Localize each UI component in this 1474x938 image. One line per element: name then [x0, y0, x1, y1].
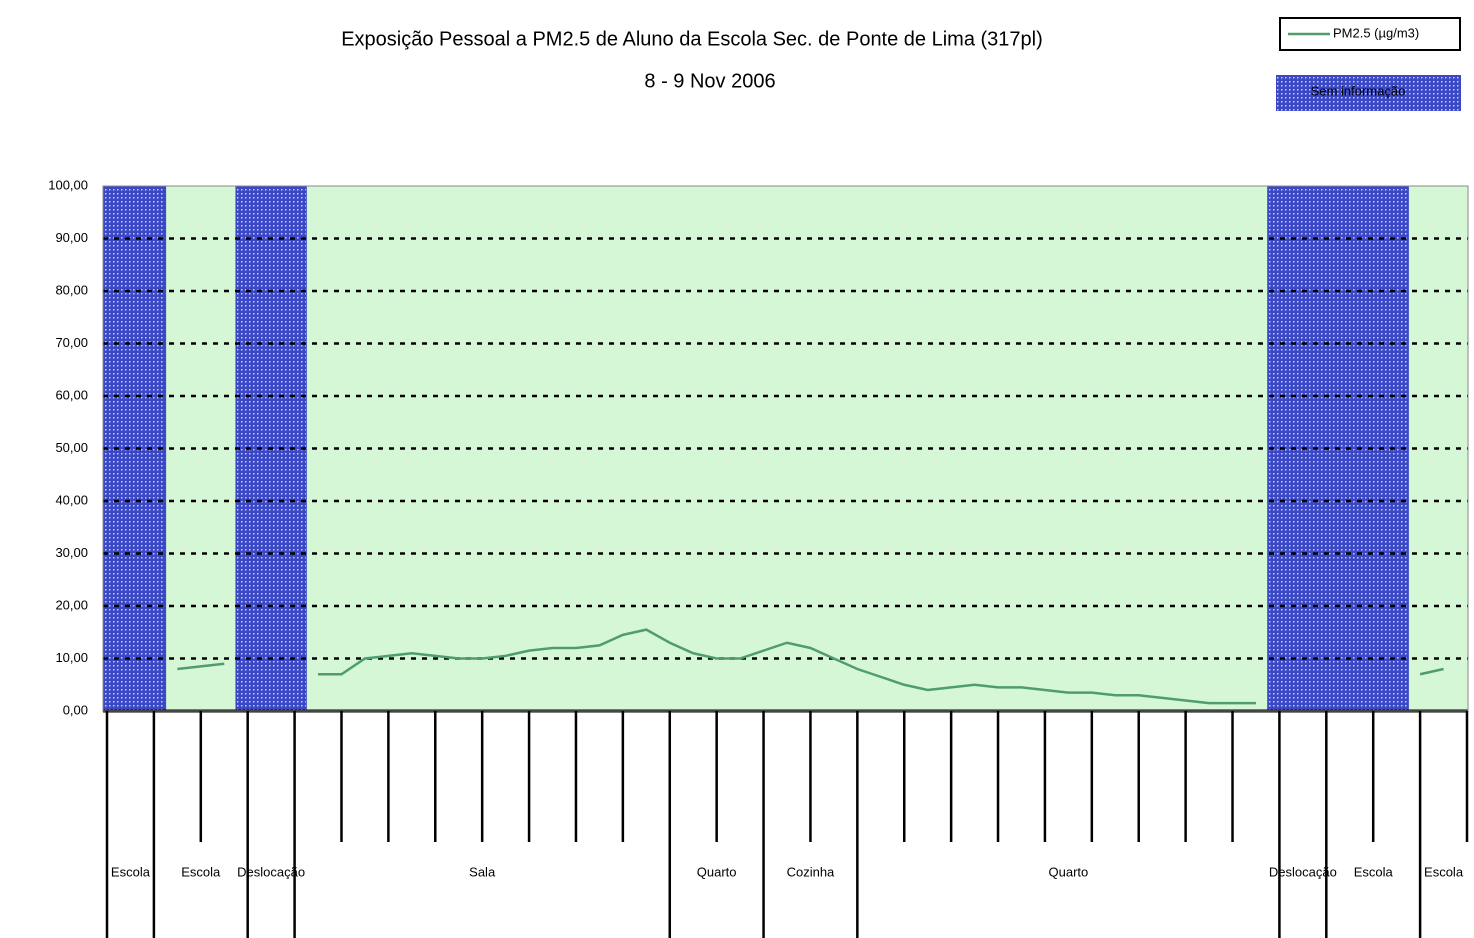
period-label: Sala — [469, 864, 496, 879]
period-label: Escola — [1354, 864, 1394, 879]
y-tick-label: 0,00 — [63, 702, 88, 717]
y-tick-label: 50,00 — [55, 440, 88, 455]
period-label: Quarto — [697, 864, 737, 879]
chart-subtitle: 8 - 9 Nov 2006 — [644, 70, 775, 92]
chart-title: Exposição Pessoal a PM2.5 de Aluno da Es… — [341, 28, 1043, 50]
series-line — [318, 628, 1256, 705]
period-label: Escola — [1424, 864, 1464, 879]
y-tick-label: 70,00 — [55, 335, 88, 350]
y-tick-label: 100,00 — [48, 177, 88, 192]
legend-missing — [1276, 75, 1461, 111]
period-label: Cozinha — [787, 864, 835, 879]
y-tick-label: 90,00 — [55, 230, 88, 245]
series-line — [1419, 667, 1444, 676]
y-tick-label: 20,00 — [55, 597, 88, 612]
y-tick-label: 80,00 — [55, 282, 88, 297]
legend-missing-label: Sem informação — [1311, 83, 1406, 98]
y-tick-label: 60,00 — [55, 387, 88, 402]
period-label: Escola — [111, 864, 151, 879]
y-tick-label: 40,00 — [55, 492, 88, 507]
y-tick-label: 10,00 — [55, 650, 88, 665]
missing-band — [102, 185, 167, 712]
legend-label: PM2.5 (µg/m3) — [1333, 25, 1419, 40]
period-label: Deslocação — [1269, 864, 1337, 879]
series-line — [177, 662, 225, 671]
plot-border — [102, 185, 1469, 712]
period-label: Quarto — [1049, 864, 1089, 879]
period-label: Deslocação — [237, 864, 305, 879]
y-tick-label: 30,00 — [55, 545, 88, 560]
period-label: Escola — [181, 864, 221, 879]
